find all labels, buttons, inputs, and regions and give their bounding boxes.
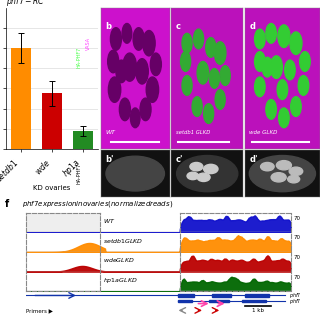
Circle shape [276, 161, 292, 170]
Text: d: d [249, 22, 255, 31]
Text: HA-PHF7: HA-PHF7 [76, 163, 81, 184]
Text: WT: WT [105, 130, 115, 135]
Circle shape [209, 68, 220, 88]
Circle shape [146, 77, 159, 102]
Text: VASA: VASA [86, 36, 91, 50]
Circle shape [266, 100, 276, 119]
Text: b: b [105, 22, 111, 31]
Circle shape [192, 97, 202, 116]
Circle shape [271, 173, 286, 182]
Bar [245, 294, 268, 297]
Circle shape [194, 29, 204, 49]
Circle shape [187, 172, 198, 180]
Circle shape [197, 173, 210, 181]
Circle shape [133, 28, 144, 50]
Circle shape [270, 56, 283, 78]
Circle shape [266, 23, 276, 43]
Circle shape [298, 76, 309, 95]
Circle shape [279, 108, 289, 128]
Text: 70: 70 [294, 216, 301, 221]
Circle shape [110, 28, 122, 50]
Circle shape [108, 50, 119, 73]
Circle shape [190, 163, 203, 171]
Bar [42, 93, 62, 149]
Circle shape [140, 98, 151, 121]
Text: $\it{hp1a GLKD}$: $\it{hp1a GLKD}$ [103, 276, 137, 285]
Bar [212, 294, 231, 297]
Text: b': b' [105, 155, 113, 164]
Bar [26, 214, 100, 232]
Bar [178, 294, 194, 297]
Text: wde GLKD: wde GLKD [249, 130, 278, 135]
Circle shape [291, 97, 301, 116]
Text: 1 kb: 1 kb [252, 308, 264, 313]
Text: $\it{phf7-RC}$: $\it{phf7-RC}$ [6, 0, 45, 8]
Text: 70: 70 [294, 236, 301, 240]
Circle shape [180, 52, 191, 71]
Circle shape [197, 61, 209, 84]
Text: Primers ▶: Primers ▶ [26, 308, 52, 313]
Circle shape [182, 76, 192, 95]
Circle shape [130, 108, 140, 128]
Circle shape [260, 163, 274, 171]
Circle shape [285, 60, 295, 80]
Circle shape [116, 60, 127, 83]
Circle shape [220, 66, 230, 85]
Text: c: c [176, 22, 180, 31]
Circle shape [215, 90, 225, 109]
Circle shape [182, 33, 192, 53]
Circle shape [204, 164, 218, 173]
Circle shape [262, 57, 273, 77]
Text: 70: 70 [294, 275, 301, 280]
X-axis label: KD ovaries: KD ovaries [33, 185, 71, 191]
Circle shape [122, 23, 132, 43]
Circle shape [150, 53, 161, 76]
Bar [11, 48, 31, 149]
Circle shape [289, 167, 303, 175]
Circle shape [108, 77, 121, 102]
Circle shape [206, 37, 216, 57]
Circle shape [290, 32, 302, 54]
Ellipse shape [106, 156, 164, 191]
Bar [242, 300, 266, 302]
Text: 70: 70 [294, 255, 301, 260]
Circle shape [277, 80, 288, 100]
Text: d': d' [249, 155, 258, 164]
Text: HA-PHF7: HA-PHF7 [76, 47, 81, 68]
Text: $\it{phf7}$: $\it{phf7}$ [289, 292, 301, 300]
Text: $\it{wde GLKD}$: $\it{wde GLKD}$ [103, 256, 134, 264]
Ellipse shape [249, 156, 316, 192]
Circle shape [204, 104, 214, 124]
Bar [209, 300, 229, 302]
Circle shape [214, 42, 226, 64]
Circle shape [288, 175, 300, 183]
Bar [73, 131, 93, 149]
Circle shape [300, 52, 310, 71]
Circle shape [119, 98, 130, 121]
Text: $\it{WT}$: $\it{WT}$ [103, 217, 115, 225]
Circle shape [123, 53, 137, 81]
Text: setdb1 GLKD: setdb1 GLKD [176, 130, 210, 135]
Bar [178, 300, 192, 302]
Circle shape [255, 77, 265, 97]
Text: $\it{phf7}$: $\it{phf7}$ [289, 297, 301, 306]
Circle shape [255, 52, 265, 71]
Circle shape [255, 29, 265, 49]
Text: f: f [5, 198, 9, 209]
Text: $\it{phf7 expression in ovaries (normalized reads)}$: $\it{phf7 expression in ovaries (normali… [22, 198, 174, 209]
Circle shape [278, 25, 290, 47]
Text: c': c' [176, 155, 183, 164]
Circle shape [136, 59, 148, 84]
Circle shape [143, 30, 155, 56]
Ellipse shape [177, 156, 238, 192]
Text: $\it{setdb1 GLKD}$: $\it{setdb1 GLKD}$ [103, 237, 143, 245]
